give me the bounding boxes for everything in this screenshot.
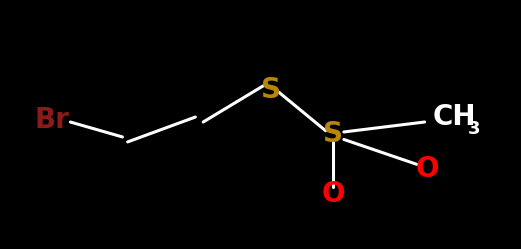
Text: 3: 3 (468, 121, 480, 138)
Text: O: O (321, 180, 345, 208)
Text: CH: CH (432, 103, 476, 131)
Text: Br: Br (35, 106, 69, 133)
Text: O: O (415, 155, 439, 183)
Text: S: S (324, 121, 343, 148)
Text: S: S (261, 76, 281, 104)
